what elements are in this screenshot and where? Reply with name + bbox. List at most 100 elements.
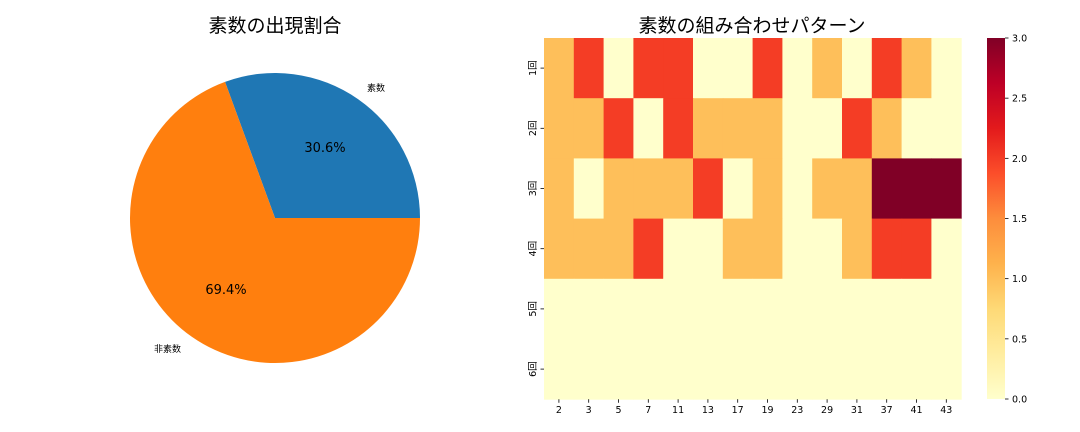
heatmap-cell (931, 339, 962, 400)
x-tick-label: 3 (586, 405, 592, 416)
heatmap-cell (842, 339, 873, 400)
heatmap-cell (871, 339, 903, 400)
heatmap-x-axis: 2 3 5 7 11 13 17 19 23 29 31 37 41 43 (556, 399, 952, 416)
heatmap-cell (752, 339, 783, 400)
heatmap-cell (812, 158, 843, 220)
heatmap-cell (693, 158, 724, 220)
colorbar: 0.0 0.5 1.0 1.5 2.0 2.5 3.0 (987, 34, 1027, 406)
heatmap-cell (782, 38, 813, 99)
heatmap-cell (722, 218, 754, 280)
heatmap-cell (722, 38, 754, 99)
heatmap-cell (871, 98, 903, 159)
heatmap-cell (573, 38, 605, 99)
colorbar-tick-label: 0.5 (1012, 334, 1027, 345)
colorbar-ticks: 0.0 0.5 1.0 1.5 2.0 2.5 3.0 (1005, 34, 1027, 406)
heatmap-cell (603, 278, 634, 340)
heatmap-cell (752, 278, 783, 340)
heatmap-cell (722, 278, 754, 340)
colorbar-tick-label: 2.0 (1012, 154, 1027, 165)
heatmap-cell (663, 278, 694, 340)
heatmap-cell (663, 339, 694, 400)
heatmap-cell (603, 38, 634, 99)
heatmap-cell (544, 218, 575, 280)
heatmap-cell (663, 98, 694, 159)
heatmap-cell (573, 98, 605, 159)
pie-wedge (225, 73, 420, 218)
heatmap-cell (842, 98, 873, 159)
heatmap-y-axis: 1回 2回 3回 4回 5回 6回 (528, 60, 544, 377)
heatmap-cell (782, 158, 813, 220)
y-tick-label: 1回 (528, 60, 539, 76)
pie-wedge (129, 81, 420, 364)
heatmap-chart: 素数の組み合わせパターン 2 3 5 7 11 13 17 19 23 29 31 37 41 43 1回… (528, 15, 962, 416)
heatmap-cell (782, 218, 813, 280)
heatmap-cell (901, 38, 932, 99)
heatmap-cell (693, 38, 724, 99)
heatmap-cell (633, 339, 664, 400)
heatmap-cell (871, 278, 903, 340)
heatmap-cell (931, 38, 962, 99)
heatmap-cell (812, 38, 843, 99)
pie-wedges (129, 73, 420, 364)
heatmap-cell (603, 339, 634, 400)
heatmap-cell (842, 278, 873, 340)
heatmap-cell (693, 218, 724, 280)
heatmap-cell (871, 38, 903, 99)
heatmap-cell (752, 218, 783, 280)
heatmap-cell (931, 158, 962, 220)
heatmap-cell (722, 339, 754, 400)
heatmap-cell (603, 158, 634, 220)
colorbar-tick-label: 3.0 (1012, 34, 1027, 45)
heatmap-cell (901, 339, 932, 400)
heatmap-cell (573, 339, 605, 400)
heatmap-cell (812, 339, 843, 400)
heatmap-cell (752, 38, 783, 99)
heatmap-cell (663, 218, 694, 280)
heatmap-cell (842, 218, 873, 280)
heatmap-cell (931, 98, 962, 159)
heatmap-title: 素数の組み合わせパターン (638, 15, 865, 37)
pie-title: 素数の出現割合 (208, 15, 341, 37)
x-tick-label: 23 (791, 405, 803, 416)
pie-label-nonprime: 非素数 (154, 343, 181, 355)
heatmap-cell (693, 339, 724, 400)
heatmap-cell (722, 158, 754, 220)
heatmap-cells (544, 38, 962, 400)
heatmap-cell (782, 339, 813, 400)
heatmap-cell (633, 218, 664, 280)
pie-chart: 素数の出現割合 素数 非素数 30.6% 69.4% (129, 15, 420, 364)
heatmap-cell (752, 98, 783, 159)
heatmap-cell (693, 98, 724, 159)
heatmap-cell (633, 278, 664, 340)
heatmap-cell (931, 218, 962, 280)
heatmap-cell (722, 98, 754, 159)
x-tick-label: 29 (821, 405, 833, 416)
heatmap-cell (663, 158, 694, 220)
heatmap-cell (544, 339, 575, 400)
x-tick-label: 5 (615, 405, 621, 416)
heatmap-cell (633, 158, 664, 220)
y-tick-label: 3回 (528, 181, 539, 197)
heatmap-cell (603, 98, 634, 159)
heatmap-cell (544, 158, 575, 220)
colorbar-gradient (987, 38, 1005, 399)
colorbar-tick-label: 1.0 (1012, 274, 1027, 285)
heatmap-cell (782, 278, 813, 340)
heatmap-cell (931, 278, 962, 340)
x-tick-label: 13 (702, 405, 714, 416)
heatmap-cell (842, 158, 873, 220)
heatmap-cell (901, 158, 932, 220)
heatmap-cell (901, 278, 932, 340)
heatmap-cell (573, 278, 605, 340)
colorbar-tick-label: 1.5 (1012, 214, 1027, 225)
y-tick-label: 5回 (528, 301, 539, 317)
heatmap-cell (663, 38, 694, 99)
heatmap-cell (633, 98, 664, 159)
heatmap-cell (544, 98, 575, 159)
x-tick-label: 43 (940, 405, 952, 416)
heatmap-cell (573, 158, 605, 220)
heatmap-cell (871, 218, 903, 280)
colorbar-tick-label: 2.5 (1012, 94, 1027, 105)
heatmap-cell (573, 218, 605, 280)
